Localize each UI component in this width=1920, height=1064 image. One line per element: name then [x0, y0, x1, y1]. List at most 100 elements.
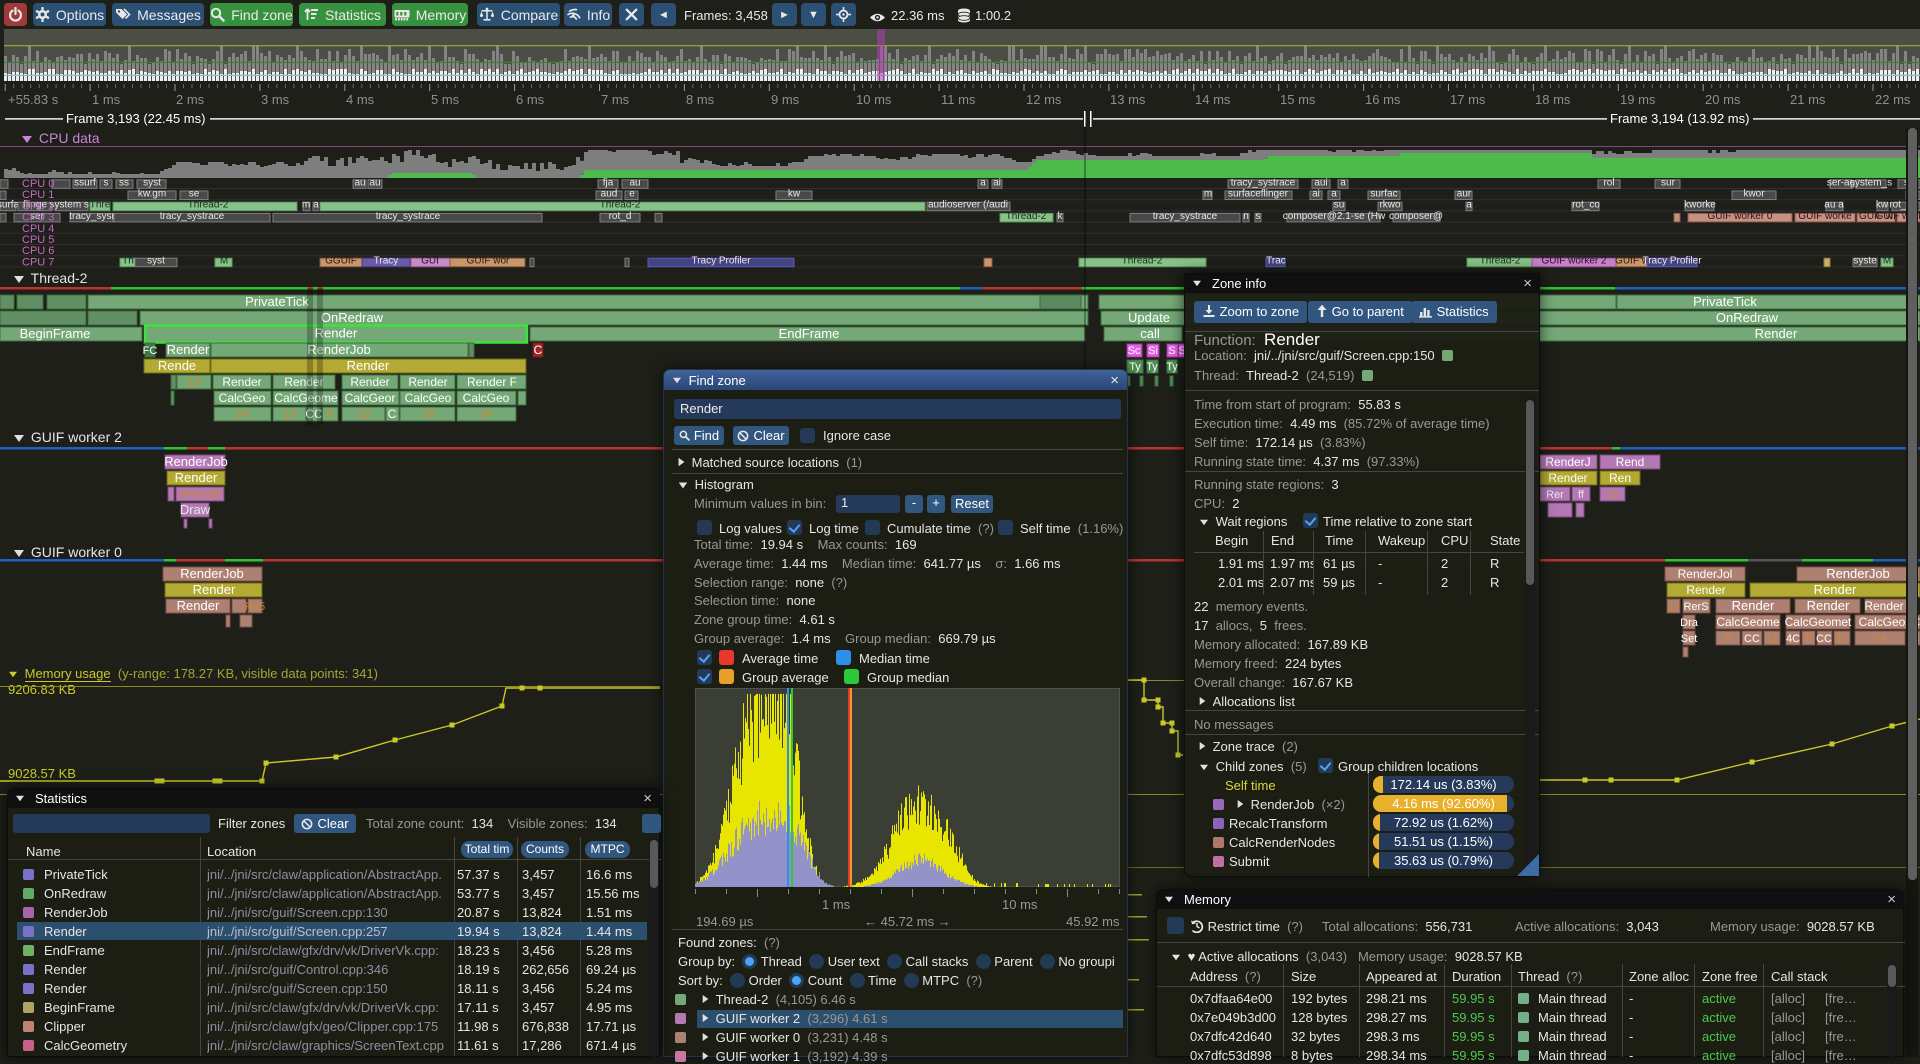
svg-text:CC: CC	[1744, 633, 1760, 645]
svg-text:9 ms: 9 ms	[771, 92, 800, 107]
svg-text:CPU 7: CPU 7	[22, 256, 54, 268]
svg-text:Render R: Render R	[1864, 599, 1916, 613]
svg-text:15 ms: 15 ms	[1280, 92, 1316, 107]
svg-text:Render: Render	[175, 470, 218, 485]
svg-text:Thread-2: Thread-2	[1122, 256, 1163, 267]
svg-text:syst: syst	[143, 177, 161, 188]
svg-text:GUIF w: GUIF w	[1859, 211, 1894, 222]
svg-text:26: 26	[421, 407, 435, 421]
svg-text:Render: Render	[1814, 582, 1857, 597]
svg-text:RenderJob: RenderJob	[307, 342, 371, 357]
svg-text:Rende: Rende	[158, 358, 196, 373]
svg-text:GUIF wor: GUIF wor	[467, 256, 510, 267]
svg-text:a: a	[980, 177, 986, 188]
svg-text:6 ms: 6 ms	[516, 92, 545, 107]
svg-text:su: su	[1334, 200, 1345, 211]
svg-text:CPU 6: CPU 6	[22, 245, 54, 257]
svg-text:14 ms: 14 ms	[1195, 92, 1231, 107]
svg-text:5 ms: 5 ms	[431, 92, 460, 107]
svg-text:fja: fja	[603, 177, 614, 188]
svg-text:8Rend9: 8Rend9	[179, 487, 221, 501]
svg-text:C: C	[534, 343, 543, 357]
svg-text:audioserver (/audi: audioserver (/audi	[928, 200, 1008, 211]
svg-text:Ty: Ty	[1129, 361, 1141, 373]
svg-text:aui: aui	[1314, 177, 1327, 188]
svg-text:a: a	[1331, 189, 1337, 200]
svg-text:RenderJ: RenderJ	[1545, 455, 1590, 469]
svg-text:21 ms: 21 ms	[1790, 92, 1826, 107]
svg-text:10: 10	[1836, 633, 1848, 645]
svg-text:system se: system se	[49, 200, 94, 211]
svg-text:rol: rol	[1603, 177, 1614, 188]
svg-text:22: 22	[357, 407, 371, 421]
svg-text:GUIF w: GUIF w	[1615, 256, 1650, 267]
svg-text:FC: FC	[143, 345, 158, 357]
svg-text:rot_co: rot_co	[1572, 200, 1600, 211]
svg-text:19 ms: 19 ms	[1620, 92, 1656, 107]
svg-text:2 ms: 2 ms	[176, 92, 205, 107]
svg-text:a: a	[313, 200, 319, 211]
svg-text:C: C	[388, 407, 397, 421]
svg-text:RerS: RerS	[1683, 601, 1708, 613]
svg-text:au a: au a	[1824, 200, 1844, 211]
svg-text:ser-ag: ser-ag	[1827, 177, 1855, 188]
svg-text:Si: Si	[1148, 345, 1158, 357]
svg-text:CC: CC	[1816, 633, 1832, 645]
svg-text:12 ms: 12 ms	[1026, 92, 1062, 107]
svg-text:tracy_systrace: tracy_systrace	[160, 211, 225, 222]
svg-text:Re5: Re5	[245, 601, 265, 613]
svg-text:a: a	[1340, 177, 1346, 188]
svg-text:system_s: system_s	[1850, 177, 1892, 188]
svg-text:aud: aud	[601, 189, 618, 200]
svg-text:CalcGeo: CalcGeo	[1859, 615, 1906, 629]
svg-text:Tracy Profiler: Tracy Profiler	[691, 256, 751, 267]
svg-text:RenderJol: RenderJol	[1678, 567, 1733, 581]
svg-text:s: s	[1256, 211, 1261, 222]
svg-text:BeginFrame: BeginFrame	[20, 326, 91, 341]
svg-text:9: 9	[1805, 633, 1811, 645]
svg-text:Dra: Dra	[1680, 617, 1699, 629]
svg-text:CPU 0: CPU 0	[22, 178, 54, 190]
svg-text:CPU 2: CPU 2	[22, 200, 54, 212]
svg-text:call: call	[1140, 326, 1160, 341]
svg-text:PrivateTick: PrivateTick	[1693, 294, 1757, 309]
svg-text:kworke: kworke	[1684, 200, 1716, 211]
svg-text:M: M	[220, 256, 228, 267]
svg-text:Tracy Profiler: Tracy Profiler	[1642, 256, 1702, 267]
svg-text:10 ms: 10 ms	[856, 92, 892, 107]
svg-text:m: m	[1204, 189, 1212, 200]
svg-text:Thread-2: Thread-2	[188, 200, 229, 211]
svg-text:tracy_systrace: tracy_systrace	[1231, 177, 1296, 188]
svg-text:Trac: Trac	[1266, 256, 1286, 267]
svg-text:Render: Render	[177, 598, 220, 613]
svg-text:ss: ss	[119, 177, 129, 188]
svg-text:RenderJob: RenderJob	[1826, 566, 1890, 581]
svg-text:Render: Render	[1732, 598, 1775, 613]
svg-text:CalcGeo: CalcGeo	[219, 391, 266, 405]
svg-text:13 ms: 13 ms	[1110, 92, 1146, 107]
svg-text:8 ms: 8 ms	[686, 92, 715, 107]
svg-text:Sc: Sc	[1128, 345, 1141, 357]
svg-text:3 ms: 3 ms	[261, 92, 290, 107]
svg-text:24: 24	[1874, 633, 1886, 645]
svg-text:4C: 4C	[1786, 633, 1800, 645]
svg-text:Ty: Ty	[1166, 361, 1178, 373]
svg-text:kw: kw	[788, 189, 801, 200]
svg-text:Thread-2: Thread-2	[1006, 211, 1047, 222]
svg-text:1 ms: 1 ms	[822, 897, 851, 912]
svg-text:rkwo: rkwo	[1379, 200, 1401, 211]
svg-text:18 ms: 18 ms	[1535, 92, 1571, 107]
svg-text:Frame 3,193 (22.45 ms): Frame 3,193 (22.45 ms)	[66, 111, 205, 126]
svg-text:k: k	[1058, 211, 1064, 222]
svg-text:Draw: Draw	[180, 502, 211, 517]
svg-text:tracy_systrace: tracy_systrace	[376, 211, 441, 222]
svg-text:CalcGeo: CalcGeo	[405, 391, 452, 405]
svg-text:Thread-2: Thread-2	[1480, 256, 1521, 267]
svg-text:ai: ai	[1312, 189, 1320, 200]
svg-text:Thread-2: Thread-2	[600, 200, 641, 211]
svg-text:11 ms: 11 ms	[941, 92, 976, 107]
svg-text:kwor: kwor	[1743, 189, 1765, 200]
svg-text:syst: syst	[147, 256, 165, 267]
svg-text:OnRedraw: OnRedraw	[1716, 310, 1779, 325]
svg-text:Render: Render	[1686, 583, 1725, 597]
